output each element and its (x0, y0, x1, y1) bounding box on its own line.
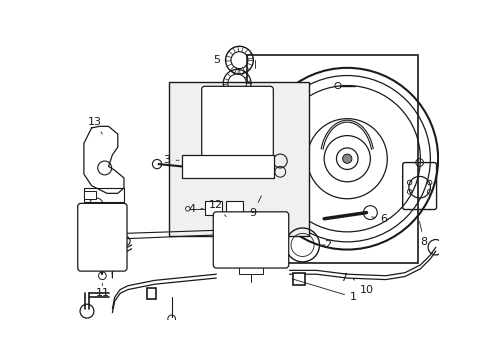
Text: 2: 2 (322, 240, 331, 250)
Text: 12: 12 (209, 200, 225, 217)
Text: 10: 10 (352, 279, 373, 294)
Text: 7: 7 (339, 273, 346, 283)
Circle shape (264, 175, 270, 181)
Bar (239, 263, 262, 274)
Bar (168, 82, 308, 236)
Text: 4: 4 (188, 204, 203, 214)
Bar (226, 201, 243, 215)
Text: 6: 6 (371, 214, 387, 224)
Circle shape (342, 154, 351, 163)
Text: 8: 8 (419, 221, 427, 247)
Bar (182, 155, 274, 178)
Text: 5: 5 (212, 55, 226, 65)
Text: 1: 1 (291, 279, 356, 302)
Text: 3: 3 (163, 155, 179, 165)
FancyBboxPatch shape (78, 203, 127, 271)
Bar (84, 191, 96, 199)
Bar (204, 201, 221, 215)
Bar (246, 55, 417, 263)
FancyBboxPatch shape (202, 86, 273, 162)
Text: 13: 13 (87, 117, 102, 134)
Bar (147, 288, 156, 299)
Bar (293, 273, 305, 285)
Bar (84, 188, 123, 202)
Text: 11: 11 (95, 283, 109, 298)
FancyBboxPatch shape (213, 212, 288, 268)
Text: 9: 9 (249, 196, 261, 217)
